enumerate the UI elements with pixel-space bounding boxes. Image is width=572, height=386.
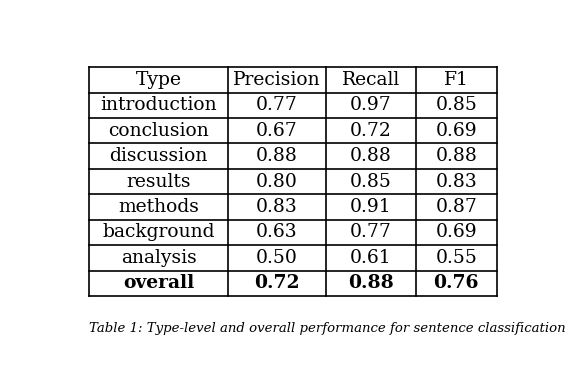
Text: 0.77: 0.77 [256,96,298,114]
Text: 0.77: 0.77 [349,223,392,241]
Text: analysis: analysis [121,249,196,267]
Text: 0.83: 0.83 [435,173,477,191]
Text: 0.55: 0.55 [435,249,477,267]
Text: overall: overall [123,274,194,292]
Text: 0.83: 0.83 [256,198,297,216]
Text: results: results [126,173,191,191]
Text: 0.88: 0.88 [256,147,298,165]
Text: 0.87: 0.87 [435,198,477,216]
Text: background: background [102,223,215,241]
Text: discussion: discussion [109,147,208,165]
Text: Type: Type [136,71,181,89]
Text: 0.61: 0.61 [350,249,391,267]
Text: 0.85: 0.85 [435,96,477,114]
Text: 0.69: 0.69 [435,223,477,241]
Text: 0.63: 0.63 [256,223,297,241]
Text: 0.72: 0.72 [349,122,392,140]
Text: 0.88: 0.88 [349,147,392,165]
Text: 0.97: 0.97 [349,96,391,114]
Text: methods: methods [118,198,199,216]
Text: 0.80: 0.80 [256,173,298,191]
Text: 0.69: 0.69 [435,122,477,140]
Text: Table 1: Type-level and overall performance for sentence classification: Table 1: Type-level and overall performa… [89,322,566,335]
Text: 0.72: 0.72 [254,274,300,292]
Text: conclusion: conclusion [108,122,209,140]
Text: 0.88: 0.88 [435,147,477,165]
Text: 0.50: 0.50 [256,249,298,267]
Text: Precision: Precision [233,71,321,89]
Text: Recall: Recall [341,71,400,89]
Text: 0.88: 0.88 [348,274,394,292]
Text: 0.91: 0.91 [350,198,391,216]
Text: F1: F1 [444,71,468,89]
Text: 0.76: 0.76 [434,274,479,292]
Text: 0.67: 0.67 [256,122,297,140]
Text: 0.85: 0.85 [349,173,392,191]
Text: introduction: introduction [100,96,217,114]
